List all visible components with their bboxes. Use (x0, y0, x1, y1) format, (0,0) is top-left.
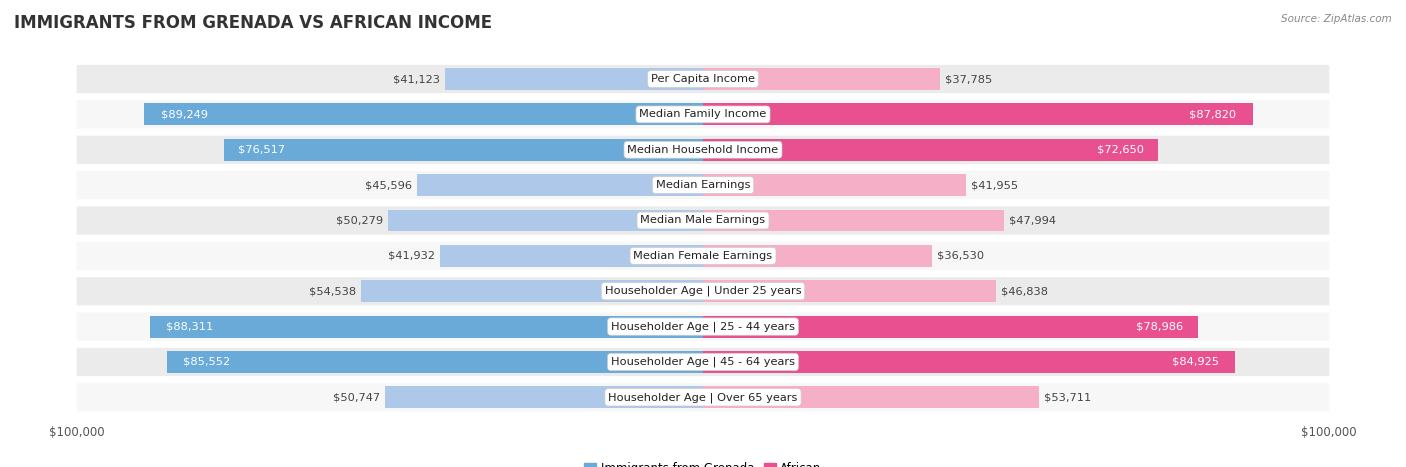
Text: Source: ZipAtlas.com: Source: ZipAtlas.com (1281, 14, 1392, 24)
Text: Householder Age | 45 - 64 years: Householder Age | 45 - 64 years (612, 357, 794, 367)
Bar (703, 210, 1004, 232)
Bar (440, 245, 703, 267)
FancyBboxPatch shape (77, 277, 1329, 305)
Text: $76,517: $76,517 (238, 145, 285, 155)
Bar (703, 245, 932, 267)
Bar (703, 139, 1159, 161)
Bar (418, 174, 703, 196)
Bar (446, 68, 703, 90)
Bar (703, 103, 1253, 125)
Text: $53,711: $53,711 (1045, 392, 1091, 402)
Text: Median Earnings: Median Earnings (655, 180, 751, 190)
Text: IMMIGRANTS FROM GRENADA VS AFRICAN INCOME: IMMIGRANTS FROM GRENADA VS AFRICAN INCOM… (14, 14, 492, 32)
Text: $85,552: $85,552 (183, 357, 231, 367)
Text: $72,650: $72,650 (1097, 145, 1144, 155)
FancyBboxPatch shape (77, 242, 1329, 270)
Bar (388, 210, 703, 232)
Bar (167, 351, 703, 373)
Bar (143, 103, 703, 125)
Text: Median Family Income: Median Family Income (640, 109, 766, 120)
Text: $36,530: $36,530 (936, 251, 984, 261)
Bar (224, 139, 703, 161)
Text: $46,838: $46,838 (1001, 286, 1049, 296)
Text: $50,279: $50,279 (336, 215, 382, 226)
Text: $88,311: $88,311 (166, 322, 214, 332)
FancyBboxPatch shape (77, 171, 1329, 199)
Bar (150, 316, 703, 338)
Text: Householder Age | Under 25 years: Householder Age | Under 25 years (605, 286, 801, 297)
FancyBboxPatch shape (77, 135, 1329, 164)
Text: $41,932: $41,932 (388, 251, 436, 261)
Bar (703, 316, 1198, 338)
Bar (703, 351, 1234, 373)
FancyBboxPatch shape (77, 206, 1329, 234)
Text: Householder Age | Over 65 years: Householder Age | Over 65 years (609, 392, 797, 403)
Text: $87,820: $87,820 (1189, 109, 1236, 120)
Text: $54,538: $54,538 (309, 286, 356, 296)
Text: Median Female Earnings: Median Female Earnings (634, 251, 772, 261)
Text: $84,925: $84,925 (1173, 357, 1219, 367)
Bar (385, 386, 703, 408)
Text: $45,596: $45,596 (366, 180, 412, 190)
Text: $41,123: $41,123 (394, 74, 440, 84)
Bar (703, 280, 997, 302)
Bar (703, 174, 966, 196)
Text: Householder Age | 25 - 44 years: Householder Age | 25 - 44 years (612, 321, 794, 332)
Text: $37,785: $37,785 (945, 74, 991, 84)
Text: $89,249: $89,249 (160, 109, 208, 120)
FancyBboxPatch shape (77, 100, 1329, 128)
Bar (703, 68, 939, 90)
FancyBboxPatch shape (77, 383, 1329, 411)
Text: $47,994: $47,994 (1008, 215, 1056, 226)
FancyBboxPatch shape (77, 65, 1329, 93)
FancyBboxPatch shape (77, 312, 1329, 341)
Text: Per Capita Income: Per Capita Income (651, 74, 755, 84)
FancyBboxPatch shape (77, 348, 1329, 376)
Legend: Immigrants from Grenada, African: Immigrants from Grenada, African (579, 458, 827, 467)
Text: $41,955: $41,955 (970, 180, 1018, 190)
Bar (703, 386, 1039, 408)
Text: Median Household Income: Median Household Income (627, 145, 779, 155)
Text: $50,747: $50,747 (333, 392, 380, 402)
Bar (361, 280, 703, 302)
Text: $78,986: $78,986 (1136, 322, 1182, 332)
Text: Median Male Earnings: Median Male Earnings (641, 215, 765, 226)
